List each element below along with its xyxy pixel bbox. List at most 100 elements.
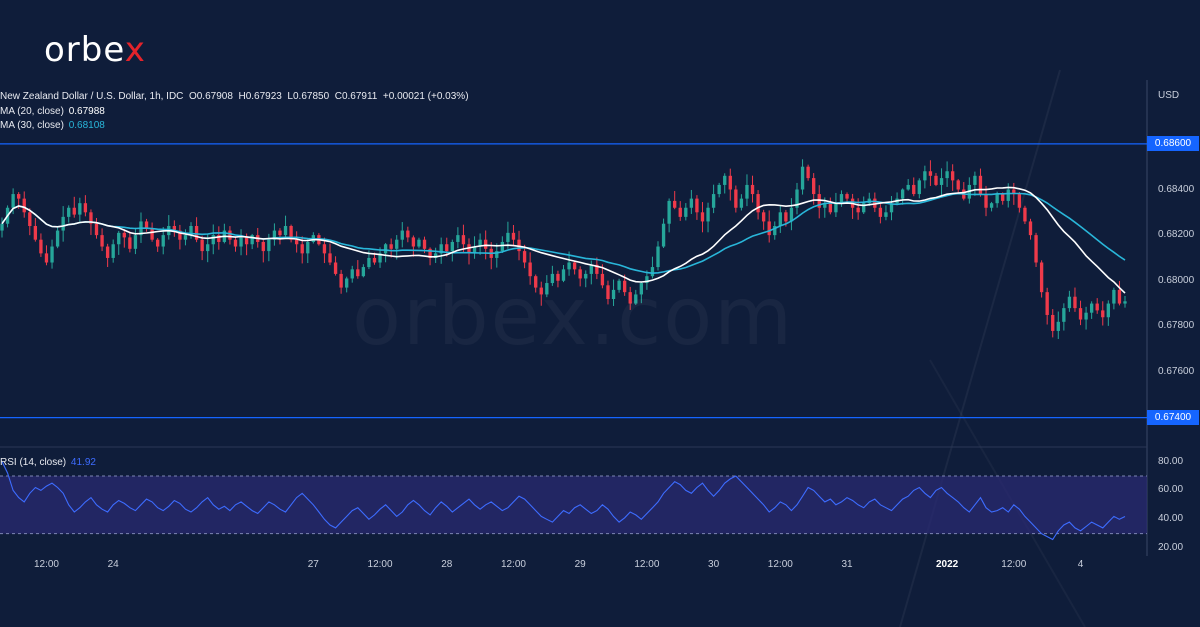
candle-body <box>856 207 860 213</box>
close-label: C <box>334 91 342 102</box>
symbol-legend[interactable]: New Zealand Dollar / U.S. Dollar, 1h, ID… <box>0 91 469 102</box>
candle-body <box>261 241 265 252</box>
candle-body <box>217 235 221 242</box>
candle-body <box>183 235 188 240</box>
candle-body <box>984 194 988 208</box>
candle-body <box>456 235 460 242</box>
candle-body <box>756 194 760 213</box>
candle-body <box>1017 194 1022 208</box>
candle-body <box>144 221 149 229</box>
candle-body <box>417 239 421 247</box>
time-tick-label: 12:00 <box>33 559 59 570</box>
candle-body <box>723 175 727 185</box>
candle-body <box>28 212 32 226</box>
open-label: O <box>188 91 197 102</box>
candle-body <box>250 235 254 245</box>
candle-body <box>105 246 110 258</box>
candle-body <box>0 223 4 231</box>
candle-body <box>795 189 799 208</box>
candle-body <box>684 207 688 217</box>
candle-body <box>1073 296 1077 309</box>
candle-body <box>900 189 905 199</box>
currency-label: USD <box>1158 90 1180 101</box>
candle-body <box>1045 292 1049 315</box>
candle-body <box>39 239 43 254</box>
ma20-value: 0.67988 <box>68 106 105 117</box>
candle-body <box>645 276 649 284</box>
candle-body <box>100 235 104 247</box>
change-value: +0.00021 (+0.03%) <box>382 91 469 102</box>
candle-body <box>628 292 632 304</box>
candle-body <box>1006 189 1010 201</box>
candle-body <box>11 194 15 208</box>
candle-body <box>1028 221 1033 236</box>
open-value: 0.67908 <box>196 91 233 102</box>
candle-body <box>917 180 921 195</box>
candle-body <box>356 269 360 277</box>
logo-x: x <box>124 30 146 70</box>
candle-body <box>739 198 744 208</box>
candle-body <box>995 194 999 204</box>
candle-body <box>928 171 933 176</box>
candle-body <box>584 273 588 279</box>
time-tick-label: 30 <box>708 559 720 570</box>
candle-body <box>450 241 454 252</box>
candle-body <box>1039 262 1044 293</box>
candle-body <box>1078 308 1083 320</box>
time-tick-label: 12:00 <box>634 559 660 570</box>
candle-body <box>1034 235 1038 263</box>
time-tick-label: 29 <box>574 559 586 570</box>
price-tick-label: 0.68000 <box>1158 274 1195 286</box>
ma30-legend[interactable]: MA (30, close) 0.68108 <box>0 120 105 131</box>
rsi-line <box>1 461 1126 541</box>
rsi-tick-label: 40.00 <box>1158 513 1184 525</box>
candle-body <box>639 283 643 295</box>
time-tick-label: 12:00 <box>500 559 526 570</box>
symbol-title: New Zealand Dollar / U.S. Dollar, 1h, ID… <box>0 91 184 102</box>
candle-body <box>433 253 438 258</box>
candle-body <box>1101 310 1105 318</box>
candle-body <box>1062 308 1066 322</box>
candle-body <box>228 230 232 240</box>
candle-body <box>472 246 477 254</box>
rsi-legend[interactable]: RSI (14, close) 41.92 <box>0 457 96 468</box>
candle-body <box>511 232 516 240</box>
candle-body <box>884 212 888 217</box>
candle-body <box>400 230 404 240</box>
candle-body <box>589 264 593 274</box>
candle-body <box>128 237 132 249</box>
time-tick-label: 31 <box>841 559 853 570</box>
candle-body <box>1023 207 1027 222</box>
candle-body <box>673 200 677 208</box>
candle-body <box>1056 321 1060 331</box>
level-price-label: 0.68600 <box>1147 136 1199 152</box>
candle-body <box>728 175 732 190</box>
candle-body <box>906 184 910 190</box>
candle-body <box>689 198 694 208</box>
high-value: 0.67923 <box>245 91 282 102</box>
candle-body <box>711 194 716 208</box>
ma20-label: MA (20, close) <box>0 106 64 117</box>
candle-body <box>289 226 293 240</box>
candle-body <box>622 280 627 293</box>
candle-body <box>978 175 983 195</box>
candle-body <box>784 212 788 222</box>
time-tick-label: 27 <box>307 559 319 570</box>
candle-body <box>667 200 671 224</box>
candle-body <box>939 178 944 185</box>
ma20-legend[interactable]: MA (20, close) 0.67988 <box>0 106 105 117</box>
time-tick-label: 28 <box>441 559 453 570</box>
orbex-logo: orbex <box>44 30 146 70</box>
candle-body <box>78 203 82 215</box>
level-price-label: 0.67400 <box>1147 410 1199 426</box>
candle-body <box>1051 314 1055 331</box>
candle-body <box>923 171 927 181</box>
candle-body <box>361 267 366 277</box>
candle-body <box>945 171 949 179</box>
candle-body <box>150 228 154 240</box>
rsi-value: 41.92 <box>70 457 96 468</box>
candle-body <box>773 226 777 236</box>
candle-body <box>567 262 571 270</box>
